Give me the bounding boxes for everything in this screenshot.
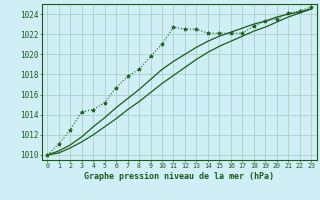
X-axis label: Graphe pression niveau de la mer (hPa): Graphe pression niveau de la mer (hPa)	[84, 172, 274, 181]
